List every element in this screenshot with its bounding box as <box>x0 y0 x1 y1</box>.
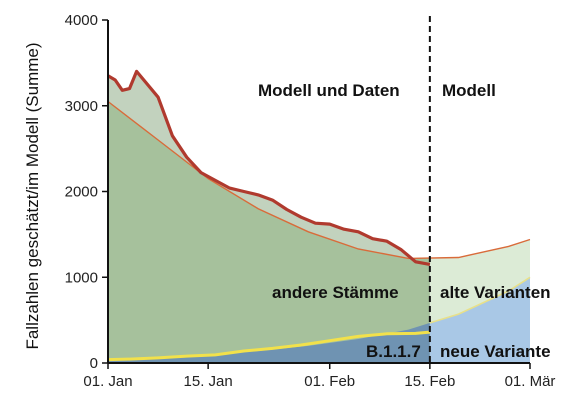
data-region-label: Modell und Daten <box>258 81 400 100</box>
variant-area-model <box>429 277 530 363</box>
data-envelope-area <box>108 71 430 265</box>
chart-areas <box>108 71 530 363</box>
b117-data-line <box>107 330 431 362</box>
y-tick-label: 4000 <box>65 12 98 29</box>
x-tick-label: 01. Mär <box>505 373 556 390</box>
y-tick-label: 2000 <box>65 184 98 201</box>
other-strains-area <box>108 101 430 363</box>
x-tick-label: 01. Jan <box>83 373 132 390</box>
y-axis-label: Fallzahlen geschätzt/im Modell (Summe) <box>23 42 42 349</box>
total-cases-line <box>107 69 431 266</box>
y-tick-label: 0 <box>90 355 98 372</box>
new-variant-label: neue Variante <box>440 342 551 361</box>
chart-ticks: 0 1000 2000 3000 4000 01. Jan 15. Jan 01. Feb 15… <box>65 12 556 390</box>
y-tick-label: 3000 <box>65 98 98 115</box>
y-tick-label: 1000 <box>65 269 98 286</box>
x-tick-label: 15. Feb <box>404 373 455 390</box>
variant-model-line <box>429 276 531 324</box>
x-tick-label: 15. Jan <box>184 373 233 390</box>
old-variants-label: alte Varianten <box>440 283 551 302</box>
x-tick-label: 01. Feb <box>304 373 355 390</box>
model-total-line <box>107 100 531 260</box>
variant-area-data <box>108 322 430 363</box>
chart-lines <box>107 69 531 362</box>
b117-label: B.1.1.7 <box>366 342 421 361</box>
model-region-label: Modell <box>442 81 496 100</box>
other-strains-label: andere Stämme <box>272 283 399 302</box>
